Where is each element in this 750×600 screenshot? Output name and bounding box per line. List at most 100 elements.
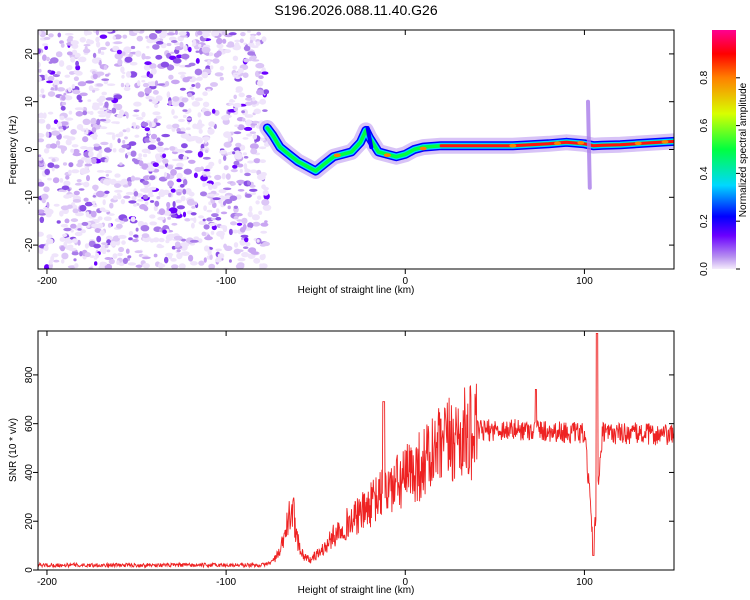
noise-blob [166,124,173,130]
noise-blob [247,160,255,164]
noise-blob [190,261,198,266]
noise-blob [233,107,239,112]
noise-blob [42,94,46,99]
noise-blob [133,122,137,129]
noise-blob [66,65,73,71]
noise-blob [182,155,188,161]
noise-blob [180,53,190,60]
noise-blob [124,136,128,140]
noise-blob [197,238,203,244]
noise-blob [82,106,88,113]
noise-blob [203,183,210,186]
noise-blob [255,41,261,46]
noise-blob [46,80,54,84]
noise-blob [97,110,106,115]
noise-blob [132,238,139,243]
noise-blob [38,30,42,36]
noise-blob [56,140,61,146]
noise-blob [105,173,109,177]
noise-blob [38,157,43,161]
noise-blob [179,87,186,91]
noise-blob [187,92,193,98]
noise-blob [249,143,259,150]
noise-blob [59,80,63,85]
noise-blob [245,97,253,101]
noise-blob [91,127,97,133]
noise-blob [95,190,105,198]
noise-blob [212,197,221,201]
noise-blob [130,175,136,182]
noise-blob [209,254,213,260]
noise-blob [149,214,156,219]
noise-blob [249,169,258,174]
noise-blob [114,103,123,111]
noise-blob [198,220,207,225]
noise-blob [76,162,83,168]
noise-blob [176,131,186,134]
noise-blob [210,217,217,221]
noise-blob [226,43,235,48]
noise-blob [223,201,226,206]
noise-blob [221,31,226,36]
noise-blob [251,45,259,49]
noise-blob [203,245,210,252]
noise-blob [111,133,116,141]
noise-blob [198,260,205,266]
noise-blob [82,136,89,143]
noise-blob [155,30,162,34]
noise-blob [103,65,108,70]
noise-blob [235,142,242,148]
noise-blob [246,170,250,173]
noise-blob [253,108,262,115]
noise-blob [54,84,58,91]
noise-blob [256,239,260,243]
noise-blob [71,238,78,244]
noise-blob [184,136,191,140]
noise-blob [203,110,212,117]
noise-blob [133,203,138,207]
noise-blob [57,145,66,149]
noise-blob [141,111,146,118]
y-tick-label: 10 [24,96,35,108]
noise-blob [199,148,204,152]
noise-blob [239,38,244,44]
noise-blob [104,263,113,269]
noise-blob [154,80,159,87]
noise-blob [60,245,65,252]
noise-blob [235,194,242,200]
noise-blob [53,119,59,124]
noise-blob [160,61,170,68]
noise-blob [170,169,177,176]
noise-blob [83,44,91,47]
noise-blob [125,191,134,195]
noise-blob [38,138,45,143]
noise-blob [258,71,262,74]
noise-blob [64,218,70,224]
noise-blob [101,78,110,81]
noise-blob [98,149,103,154]
noise-blob [260,137,265,141]
noise-blob [105,41,110,47]
noise-blob [44,208,54,215]
noise-blob [248,247,257,254]
noise-blob [193,236,199,240]
noise-blob [50,127,57,130]
noise-blob [212,58,220,64]
noise-blob [184,64,192,68]
noise-blob [183,178,188,186]
noise-blob [239,240,246,246]
noise-blob [65,245,70,250]
spectrogram-x-axis: -200 -100 0 100 [37,30,593,287]
noise-blob [218,158,222,165]
noise-blob [38,68,42,73]
noise-blob [39,216,45,223]
noise-blob [201,231,207,237]
noise-blob [83,181,90,188]
noise-blob [242,152,247,156]
noise-blob [38,133,45,138]
noise-blob [235,90,242,93]
noise-blob [60,105,66,111]
noise-blob [79,251,83,257]
noise-blob [179,41,184,48]
